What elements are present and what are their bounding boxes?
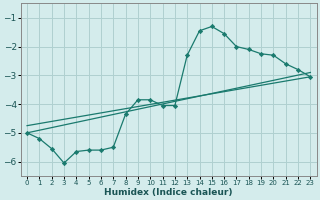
X-axis label: Humidex (Indice chaleur): Humidex (Indice chaleur) bbox=[104, 188, 233, 197]
